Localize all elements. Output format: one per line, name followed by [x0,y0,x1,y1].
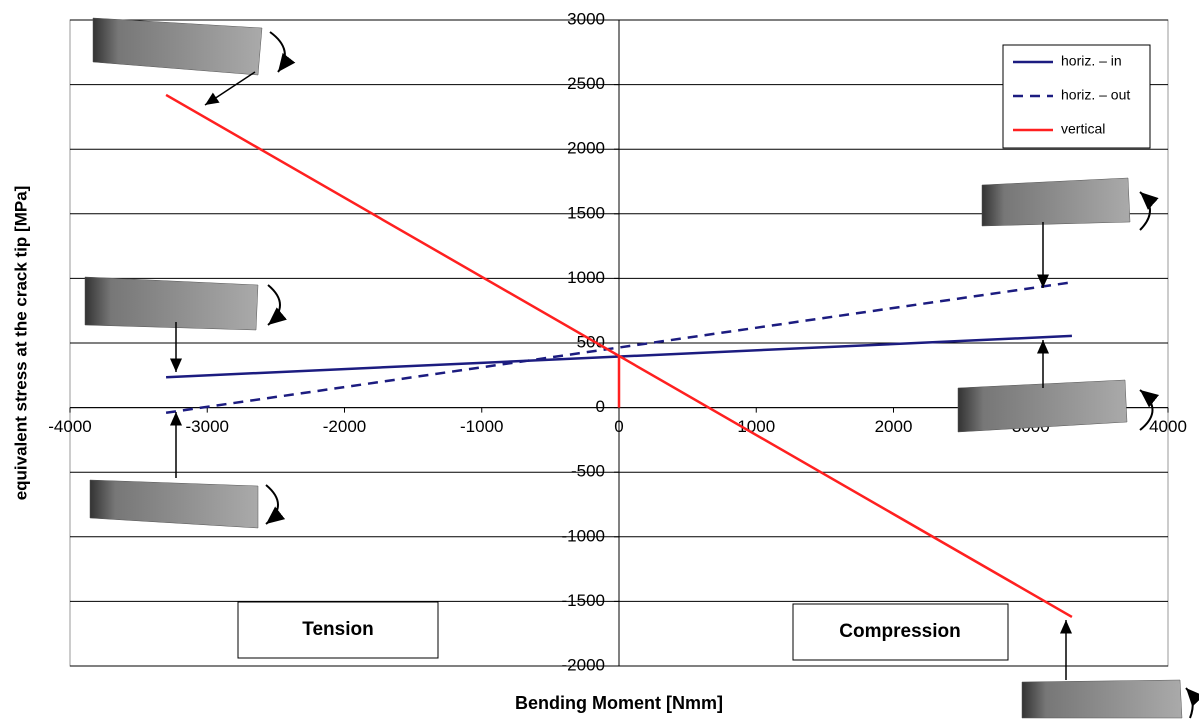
x-tick-label: 2000 [875,417,913,436]
y-axis-label: equivalent stress at the crack tip [MPa] [11,186,30,501]
annotation: Compression [839,621,960,642]
legend-label: horiz. – out [1061,87,1130,103]
x-tick-label: -2000 [323,417,366,436]
y-tick-label: 1500 [567,203,605,222]
beam-image [982,178,1130,226]
rotation-arrow [1186,688,1193,718]
y-tick-label: 1000 [567,268,605,287]
beam-image [93,18,262,75]
x-tick-label: -1000 [460,417,503,436]
legend-label: horiz. – in [1061,53,1122,69]
legend-label: vertical [1061,121,1105,137]
y-tick-label: -2000 [562,655,605,674]
pointer-arrow [205,72,255,105]
x-tick-label: 4000 [1149,417,1187,436]
y-tick-label: 2500 [567,74,605,93]
y-tick-label: -1500 [562,591,605,610]
legend: horiz. – in horiz. – out vertical [1003,45,1150,148]
beam-image [1022,680,1182,718]
x-axis-label: Bending Moment [Nmm] [515,693,723,713]
pointer-arrows [176,72,1066,680]
rotation-arrow [268,285,280,325]
y-tick-label: -1000 [562,526,605,545]
chart: -2000-1500-1000-500050010001500200025003… [0,0,1199,723]
x-tick-label: -3000 [186,417,229,436]
beam-image [85,277,258,330]
y-tick-label: 0 [596,397,605,416]
beam-image [90,480,258,528]
rotation-arrow [1140,192,1150,230]
y-tick-label: 2000 [567,139,605,158]
annotation: Tension [302,619,373,640]
rotation-arrow [266,485,278,524]
x-tick-label: -4000 [48,417,91,436]
y-tick-label: 3000 [567,9,605,28]
y-tick-label: -500 [571,462,605,481]
rotation-arrow [270,32,285,72]
